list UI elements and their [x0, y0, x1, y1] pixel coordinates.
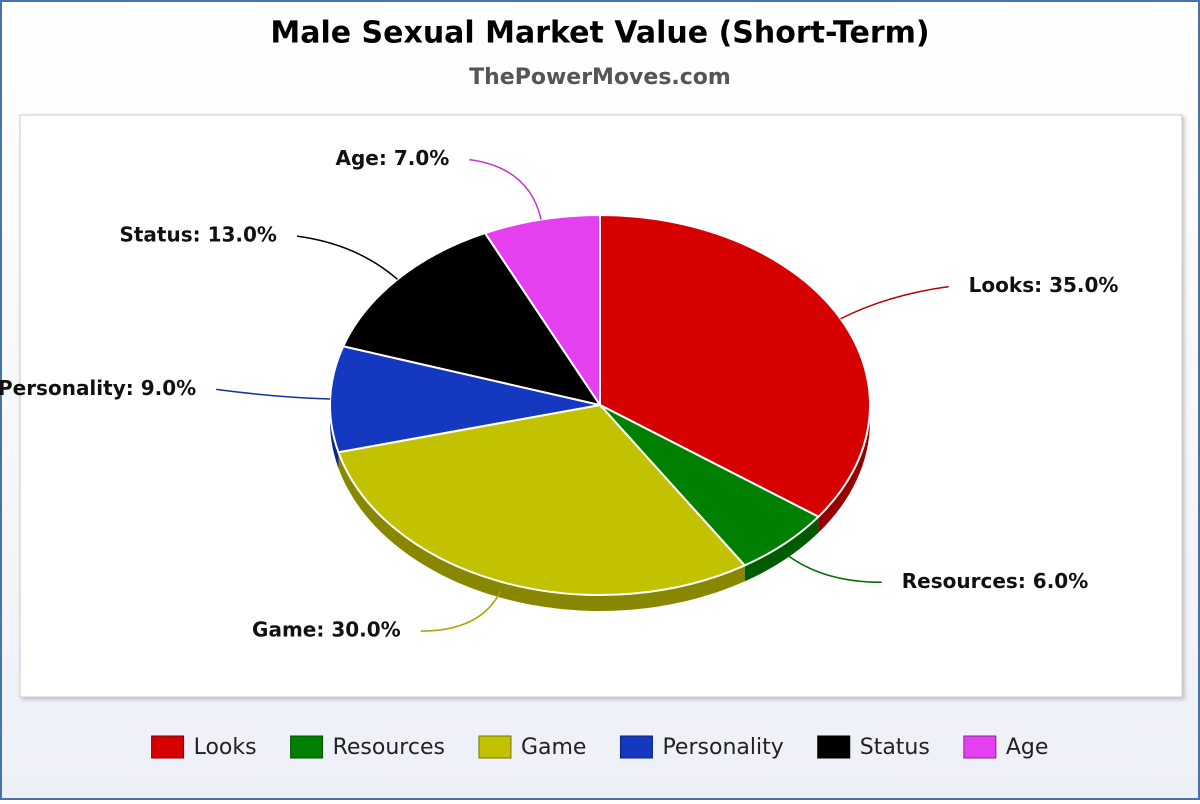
- legend: Looks Resources Game Personality Status Age: [151, 735, 1049, 760]
- leader-line: [216, 388, 331, 400]
- leader-line: [420, 590, 502, 632]
- leader-line: [296, 235, 398, 280]
- slice-side: [338, 452, 745, 611]
- slice-side: [818, 405, 870, 533]
- data-label: Game: 30.0%: [252, 618, 401, 642]
- slice: [483, 213, 601, 409]
- data-label: Looks: 35.0%: [969, 273, 1119, 297]
- data-label: Status: 13.0%: [119, 223, 277, 247]
- data-label: Resources: 6.0%: [902, 569, 1088, 593]
- slice: [329, 345, 601, 454]
- leader-line: [784, 552, 882, 584]
- legend-swatch: [478, 735, 512, 759]
- legend-label: Personality: [662, 735, 783, 760]
- chart-subtitle: ThePowerMoves.com: [469, 65, 731, 90]
- leader-line: [840, 285, 949, 320]
- legend-label: Status: [860, 735, 930, 760]
- legend-swatch: [963, 735, 997, 759]
- legend-label: Looks: [194, 735, 257, 760]
- chart-title: Male Sexual Market Value (Short-Term): [270, 16, 929, 51]
- legend-swatch: [817, 735, 851, 759]
- legend-swatch: [151, 735, 185, 759]
- slice-side: [330, 405, 339, 469]
- legend-swatch: [619, 735, 653, 759]
- data-label: Personality: 9.0%: [0, 376, 196, 400]
- slice: [341, 231, 603, 407]
- data-label: Age: 7.0%: [336, 146, 450, 170]
- legend-label: Resources: [333, 735, 445, 760]
- leader-line: [469, 158, 542, 220]
- legend-swatch: [290, 735, 324, 759]
- slice: [337, 403, 747, 596]
- legend-label: Game: [521, 735, 587, 760]
- legend-label: Age: [1006, 735, 1049, 760]
